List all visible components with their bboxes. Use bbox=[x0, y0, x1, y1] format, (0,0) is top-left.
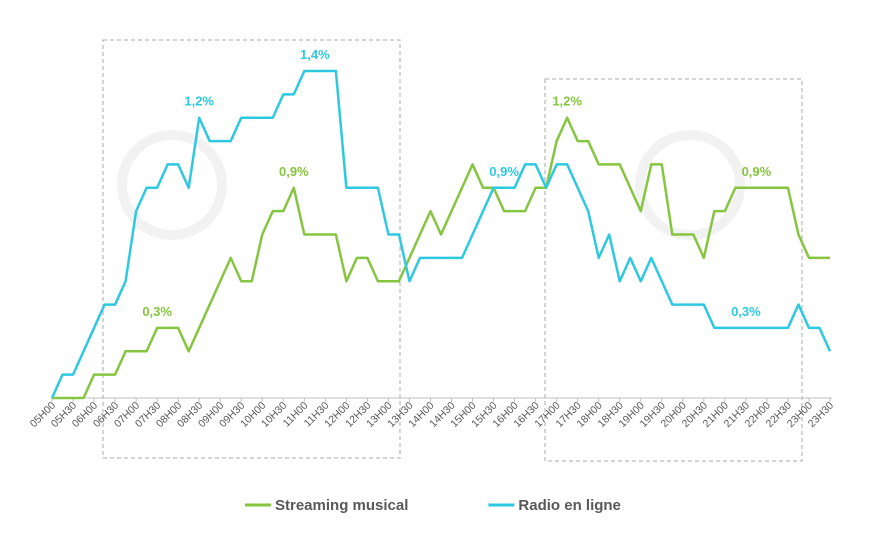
highlight-box bbox=[544, 78, 803, 462]
highlight-box bbox=[102, 39, 401, 459]
data-label: 0,9% bbox=[279, 164, 309, 179]
series-line bbox=[52, 116, 830, 400]
data-label: 1,2% bbox=[184, 94, 214, 109]
data-label: 1,4% bbox=[300, 47, 330, 62]
data-label: 0,9% bbox=[489, 164, 519, 179]
data-label: 0,3% bbox=[142, 304, 172, 319]
data-label: 1,2% bbox=[552, 94, 582, 109]
legend-label: Streaming musical bbox=[275, 497, 408, 514]
legend-label: Radio en ligne bbox=[518, 497, 621, 514]
legend: Streaming musical Radio en ligne bbox=[245, 497, 621, 514]
series-line bbox=[50, 69, 832, 399]
data-label: 0,3% bbox=[731, 304, 761, 319]
data-label: 0,9% bbox=[742, 164, 772, 179]
